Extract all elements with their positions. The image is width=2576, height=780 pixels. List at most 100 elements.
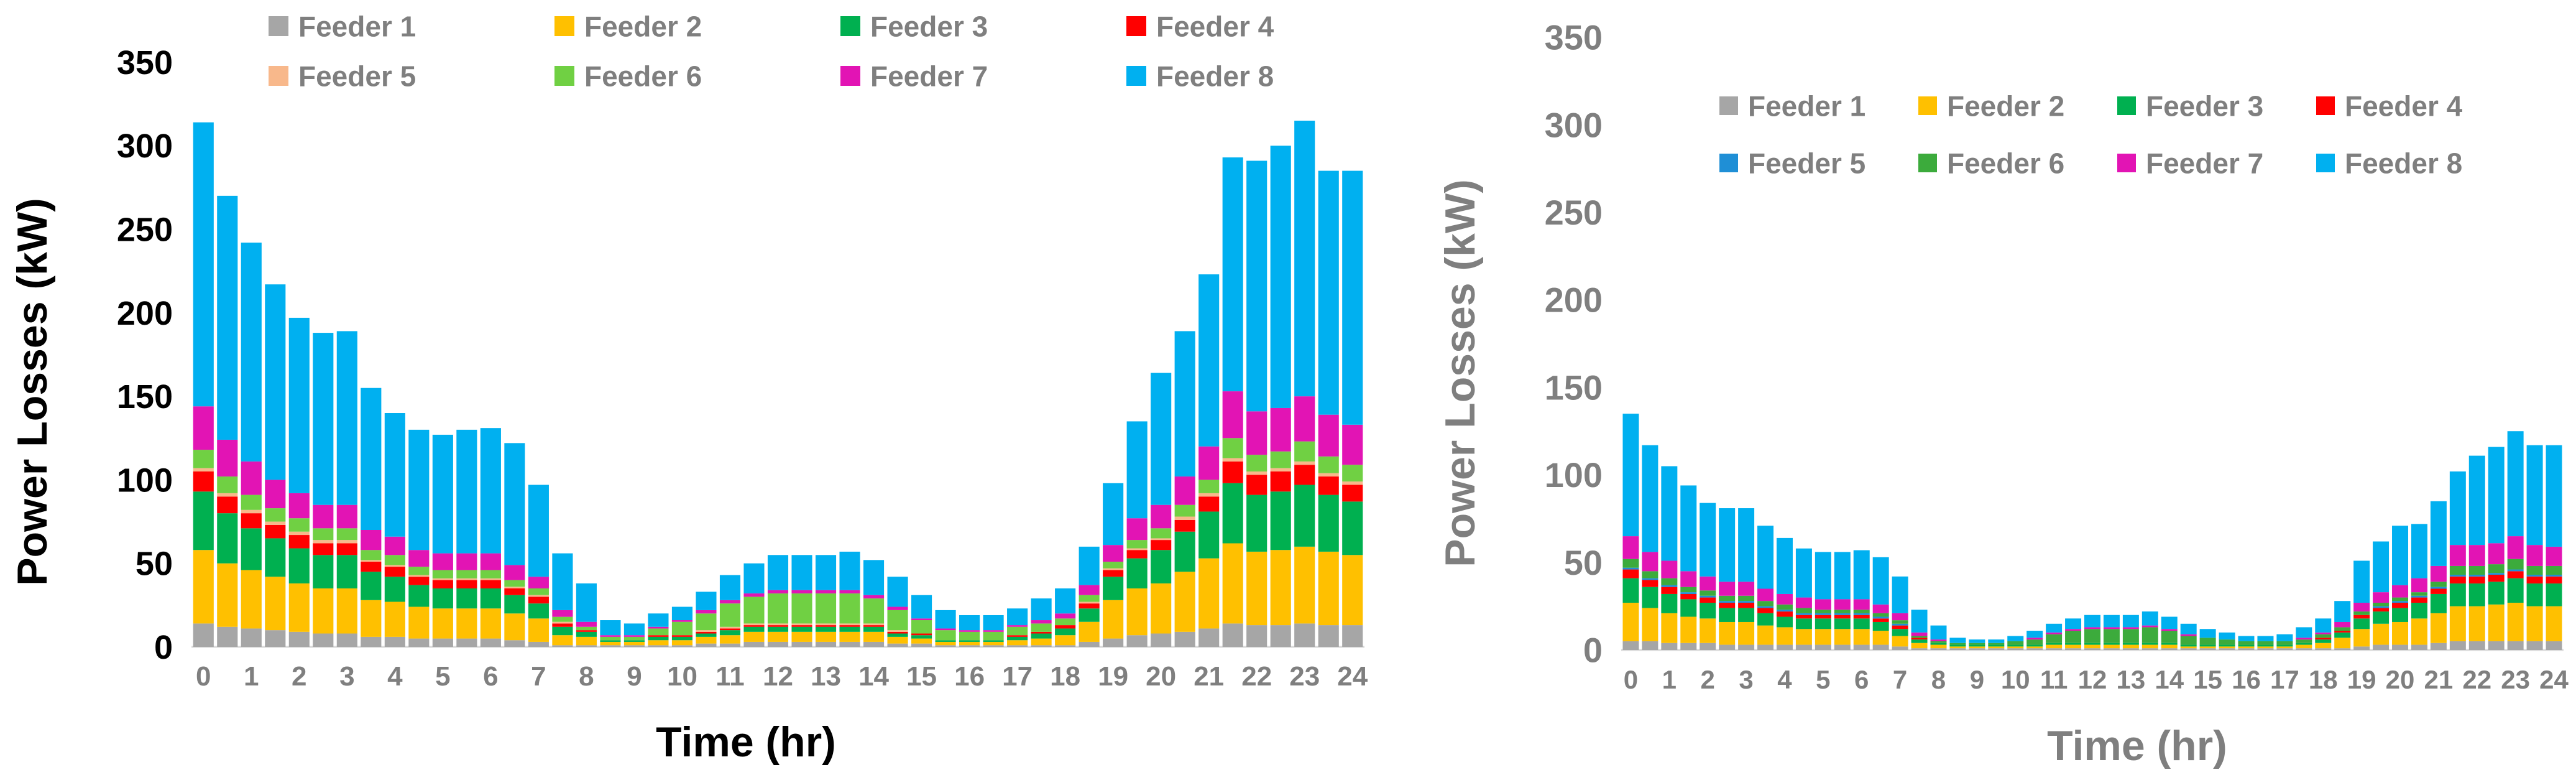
left-x-tick-label: 21 (1194, 661, 1224, 692)
left-bar-segment-feeder-8 (217, 195, 238, 440)
right-legend-label: Feeder 1 (1748, 90, 1865, 123)
right-bar-segment-feeder-3 (2161, 643, 2178, 645)
right-bar-segment-feeder-6 (1872, 613, 1889, 617)
left-bar-segment-feeder-8 (935, 610, 956, 629)
left-y-axis-title: Power Losses (kW) (9, 198, 56, 586)
right-x-tick-label: 4 (1777, 665, 1792, 694)
right-bar-segment-feeder-8 (2161, 616, 2178, 629)
left-bar-segment-feeder-4 (1294, 465, 1315, 485)
left-bar-segment-feeder-3 (887, 633, 908, 637)
left-bar-segment-feeder-2 (935, 641, 956, 646)
right-bar-segment-feeder-4 (1661, 587, 1678, 594)
right-bar-segment-feeder-6 (1776, 604, 1793, 610)
left-bar-segment-feeder-3 (288, 548, 310, 583)
left-bar-segment-feeder-1 (1079, 641, 1100, 647)
left-legend-swatch-feeder-4 (1126, 16, 1146, 36)
left-bar-segment-feeder-1 (1031, 645, 1052, 647)
left-bar-segment-feeder-1 (863, 641, 885, 647)
left-bar-segment-feeder-8 (336, 331, 357, 505)
left-bar-segment-feeder-1 (1294, 623, 1315, 647)
right-x-tick-label: 11 (2040, 665, 2068, 694)
left-bar-segment-feeder-1 (1055, 645, 1076, 647)
left-bar-segment-feeder-7 (1126, 518, 1148, 541)
left-bar-segment-feeder-6 (384, 555, 405, 565)
left-bar-segment-feeder-1 (1318, 625, 1339, 647)
right-bar-segment-feeder-3 (2373, 611, 2390, 624)
left-y-tick-label: 350 (117, 44, 173, 81)
left-bar-segment-feeder-7 (336, 504, 357, 529)
left-bar-segment-feeder-4 (767, 625, 789, 627)
right-bar-segment-feeder-8 (1930, 625, 1947, 640)
right-bar-segment-feeder-7 (2392, 585, 2409, 598)
right-bar-segment-feeder-2 (2046, 644, 2063, 649)
right-bar-segment-feeder-8 (1815, 552, 1831, 600)
left-bar-segment-feeder-3 (959, 640, 980, 642)
right-bar-segment-feeder-8 (2411, 524, 2427, 578)
left-bar-segment-feeder-7 (241, 461, 262, 495)
right-bar-segment-feeder-2 (2180, 646, 2197, 649)
right-bar-segment-feeder-3 (1969, 644, 1985, 647)
left-bar-segment-feeder-3 (408, 585, 430, 607)
right-bar-segment-feeder-5 (1622, 567, 1639, 570)
left-bar-segment-feeder-1 (408, 638, 430, 647)
right-bar-segment-feeder-2 (1776, 627, 1793, 645)
right-bar-segment-feeder-2 (2007, 646, 2024, 649)
right-bar-segment-feeder-8 (1776, 537, 1793, 594)
right-bar-segment-feeder-2 (2488, 604, 2505, 641)
right-bar-segment-feeder-2 (2141, 644, 2158, 649)
left-bar-segment-feeder-5 (408, 575, 430, 577)
left-bar-segment-feeder-5 (743, 623, 765, 626)
left-bar-segment-feeder-8 (480, 428, 501, 554)
right-bar-segment-feeder-1 (1930, 648, 1947, 650)
left-x-tick-label: 14 (858, 661, 889, 692)
right-bar-segment-feeder-7 (1853, 599, 1870, 610)
right-bar-segment-feeder-8 (1834, 552, 1851, 600)
left-bar-segment-feeder-6 (648, 628, 669, 636)
left-legend-label: Feeder 8 (1156, 60, 1274, 93)
right-x-axis-title: Time (hr) (2047, 722, 2227, 769)
left-bar-segment-feeder-2 (696, 636, 717, 644)
right-bar-segment-feeder-6 (2315, 634, 2332, 638)
left-bar-segment-feeder-1 (456, 638, 477, 647)
right-bar-segment-feeder-1 (2334, 648, 2351, 650)
right-bar-segment-feeder-1 (1795, 644, 1812, 650)
right-bar-segment-feeder-3 (1815, 618, 1831, 629)
left-bar-segment-feeder-4 (480, 580, 501, 588)
right-bar-segment-feeder-4 (1700, 597, 1716, 603)
left-bar-segment-feeder-5 (552, 621, 573, 624)
left-bar-segment-feeder-2 (911, 638, 932, 644)
right-bar-segment-feeder-2 (2026, 646, 2043, 649)
left-bar-segment-feeder-1 (1007, 645, 1028, 647)
right-bar-segment-feeder-7 (1757, 588, 1774, 601)
left-bar-segment-feeder-6 (863, 598, 885, 624)
right-bar-segment-feeder-7 (1738, 582, 1755, 596)
right-bar-segment-feeder-3 (2392, 608, 2409, 622)
right-bar-segment-feeder-8 (2373, 541, 2390, 593)
left-bar-segment-feeder-3 (1318, 494, 1339, 552)
right-legend-label: Feeder 2 (1947, 90, 2064, 123)
right-bar-segment-feeder-7 (2526, 545, 2543, 566)
left-bar-segment-feeder-6 (815, 593, 837, 624)
left-y-tick-label: 50 (136, 546, 173, 583)
right-bar-segment-feeder-6 (1700, 590, 1716, 596)
right-legend-label: Feeder 7 (2146, 147, 2263, 180)
right-bar-segment-feeder-6 (1969, 643, 1985, 645)
right-bar-segment-feeder-4 (1757, 608, 1774, 613)
left-bar-segment-feeder-7 (1294, 396, 1315, 442)
right-bar-segment-feeder-3 (2546, 583, 2562, 606)
right-bar-segment-feeder-3 (2276, 644, 2293, 647)
right-bar-segment-feeder-2 (2219, 646, 2235, 649)
right-bar-segment-feeder-2 (1892, 636, 1908, 647)
right-bar-segment-feeder-8 (2046, 623, 2063, 633)
right-bar-segment-feeder-3 (1911, 639, 1928, 643)
left-bar-segment-feeder-2 (743, 631, 765, 642)
right-y-tick-label: 0 (1583, 631, 1603, 670)
left-bar-segment-feeder-8 (456, 429, 477, 554)
right-bar-segment-feeder-6 (1738, 595, 1755, 601)
left-bars (193, 121, 1363, 647)
left-bar-segment-feeder-4 (648, 635, 669, 637)
right-legend-swatch-feeder-1 (1719, 96, 1738, 115)
right-bar-segment-feeder-2 (1853, 629, 1870, 645)
left-bar-segment-feeder-2 (863, 631, 885, 642)
